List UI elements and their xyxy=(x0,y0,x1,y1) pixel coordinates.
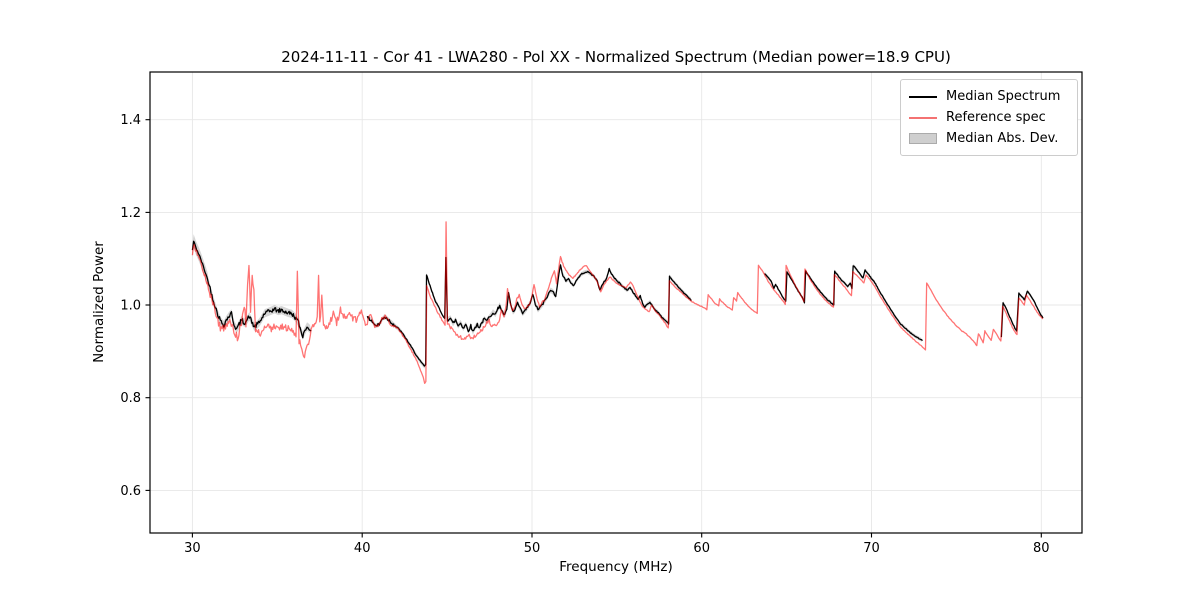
y-tick-label: 0.8 xyxy=(120,391,141,406)
x-tick-label: 60 xyxy=(693,541,710,556)
y-tick-label: 0.6 xyxy=(120,484,141,499)
reference-spec-line-swatch-icon xyxy=(909,116,937,119)
mad-band xyxy=(367,253,692,369)
y-tick-label: 1.2 xyxy=(120,206,141,221)
legend-label: Median Spectrum xyxy=(946,89,1061,104)
legend-item-median-spectrum: Median Spectrum xyxy=(909,86,1069,107)
mad-band xyxy=(192,234,312,340)
legend: Median Spectrum Reference spec Median Ab… xyxy=(900,79,1078,156)
series-median-spectrum xyxy=(366,256,692,367)
axes-spines xyxy=(149,71,1083,534)
x-tick-label: 80 xyxy=(1033,541,1050,556)
chart-title: 2024-11-11 - Cor 41 - LWA280 - Pol XX - … xyxy=(281,48,951,66)
axis-ticks: 30 40 50 60 70 80 0.6 0.8 1.0 1.2 1.4 xyxy=(120,113,1049,556)
median-spectrum-line-swatch-icon xyxy=(909,95,937,98)
y-tick-label: 1.4 xyxy=(120,113,141,128)
x-tick-label: 70 xyxy=(863,541,880,556)
median-abs-dev-patch-swatch-icon xyxy=(909,133,937,144)
data-layer xyxy=(191,221,1044,385)
y-tick-label: 1.0 xyxy=(120,299,141,314)
x-tick-label: 40 xyxy=(354,541,371,556)
x-tick-label: 50 xyxy=(524,541,541,556)
legend-label: Median Abs. Dev. xyxy=(946,131,1059,146)
legend-item-reference-spec: Reference spec xyxy=(909,107,1069,128)
legend-item-median-abs-dev: Median Abs. Dev. xyxy=(909,128,1069,149)
x-axis-label: Frequency (MHz) xyxy=(559,559,673,575)
series-median-spectrum xyxy=(1000,290,1044,338)
series-median-spectrum xyxy=(764,265,923,342)
series-reference-spec xyxy=(191,221,1044,385)
mad-band xyxy=(764,263,923,342)
series-median-spectrum xyxy=(191,240,312,339)
x-tick-label: 30 xyxy=(184,541,201,556)
legend-label: Reference spec xyxy=(946,110,1046,125)
